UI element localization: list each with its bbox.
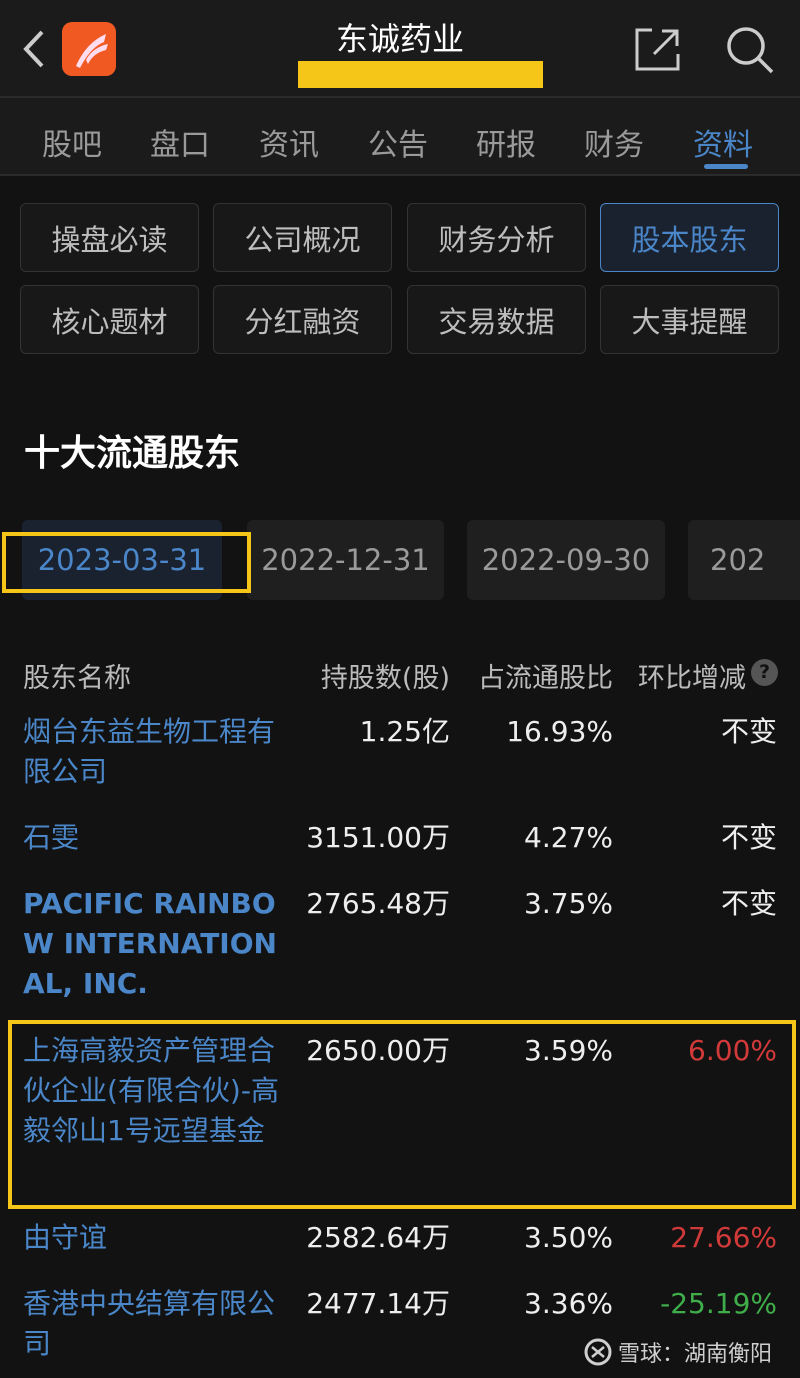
tab-research[interactable]: 研报 bbox=[476, 128, 536, 163]
sub-button-trading-data[interactable]: 交易数据 bbox=[407, 285, 586, 354]
ratio-value: 16.93% bbox=[506, 715, 613, 748]
date-chip[interactable]: 202 bbox=[688, 520, 800, 600]
tab-bar: 股吧 盘口 资讯 公告 研报 财务 资料 bbox=[0, 98, 800, 176]
xueqiu-logo-icon bbox=[584, 1338, 612, 1366]
shareholder-name-link[interactable]: 香港中央结算有限公司 bbox=[23, 1287, 276, 1360]
shares-value: 2582.64万 bbox=[306, 1221, 450, 1254]
shareholder-name-link[interactable]: 上海高毅资产管理合伙企业(有限合伙)-高毅邻山1号远望基金 bbox=[23, 1034, 279, 1147]
sub-button-core-themes[interactable]: 核心题材 bbox=[20, 285, 199, 354]
change-value: 不变 bbox=[720, 887, 777, 920]
share-icon[interactable] bbox=[634, 26, 682, 72]
tab-finance[interactable]: 财务 bbox=[584, 128, 644, 163]
shareholder-name-link[interactable]: PACIFIC RAINBOW INTERNATIONAL, INC. bbox=[23, 887, 277, 1000]
tab-news[interactable]: 资讯 bbox=[259, 128, 319, 163]
ratio-value: 4.27% bbox=[524, 821, 613, 854]
shares-value: 2477.14万 bbox=[306, 1287, 450, 1320]
tab-announcements[interactable]: 公告 bbox=[368, 128, 428, 163]
highlight-box bbox=[2, 532, 251, 593]
sub-button-must-read[interactable]: 操盘必读 bbox=[20, 203, 199, 272]
sub-button-events[interactable]: 大事提醒 bbox=[600, 285, 779, 354]
ratio-value: 3.75% bbox=[524, 887, 613, 920]
change-value: 27.66% bbox=[670, 1221, 777, 1254]
top-bar: 东诚药业 bbox=[0, 0, 800, 98]
column-header-change: 环比增减 bbox=[638, 663, 746, 694]
date-chip[interactable]: 2022-12-31 bbox=[247, 520, 444, 600]
sub-button-shareholders[interactable]: 股本股东 bbox=[600, 203, 779, 272]
shares-value: 3151.00万 bbox=[306, 821, 450, 854]
column-header-shares: 持股数(股) bbox=[320, 663, 450, 694]
watermark: 雪球：湖南衡阳 bbox=[584, 1336, 772, 1368]
shares-value: 1.25亿 bbox=[359, 715, 450, 748]
change-value: 不变 bbox=[720, 821, 777, 854]
search-icon[interactable] bbox=[724, 24, 776, 76]
sub-button-overview[interactable]: 公司概况 bbox=[213, 203, 392, 272]
shareholder-name-link[interactable]: 烟台东益生物工程有限公司 bbox=[23, 715, 276, 788]
section-title: 十大流通股东 bbox=[24, 433, 241, 474]
active-tab-indicator bbox=[704, 164, 748, 169]
highlight-box bbox=[8, 1020, 796, 1209]
page-title: 东诚药业 bbox=[335, 20, 464, 58]
tab-profile[interactable]: 资料 bbox=[693, 128, 753, 163]
ratio-value: 3.36% bbox=[524, 1287, 613, 1320]
help-icon[interactable]: ? bbox=[751, 659, 778, 686]
shares-value: 2650.00万 bbox=[306, 1034, 450, 1067]
app-logo-icon bbox=[62, 22, 116, 76]
ratio-value: 3.50% bbox=[524, 1221, 613, 1254]
date-chip[interactable]: 2022-09-30 bbox=[467, 520, 665, 600]
change-value: 不变 bbox=[720, 715, 777, 748]
ratio-value: 3.59% bbox=[524, 1034, 613, 1067]
chevron-left-icon[interactable] bbox=[20, 28, 48, 70]
shareholder-name-link[interactable]: 石雯 bbox=[23, 821, 80, 854]
sub-button-dividends[interactable]: 分红融资 bbox=[213, 285, 392, 354]
highlight-redaction bbox=[298, 61, 543, 88]
shareholder-name-link[interactable]: 由守谊 bbox=[23, 1221, 108, 1254]
watermark-text: 雪球：湖南衡阳 bbox=[618, 1342, 773, 1367]
change-value: 6.00% bbox=[688, 1034, 777, 1067]
sub-button-financial-analysis[interactable]: 财务分析 bbox=[407, 203, 586, 272]
tab-pankou[interactable]: 盘口 bbox=[150, 128, 210, 163]
change-value: -25.19% bbox=[660, 1287, 777, 1320]
tab-guba[interactable]: 股吧 bbox=[42, 128, 102, 163]
column-header-ratio: 占流通股比 bbox=[478, 663, 613, 694]
shares-value: 2765.48万 bbox=[306, 887, 450, 920]
column-header-name: 股东名称 bbox=[23, 663, 131, 694]
